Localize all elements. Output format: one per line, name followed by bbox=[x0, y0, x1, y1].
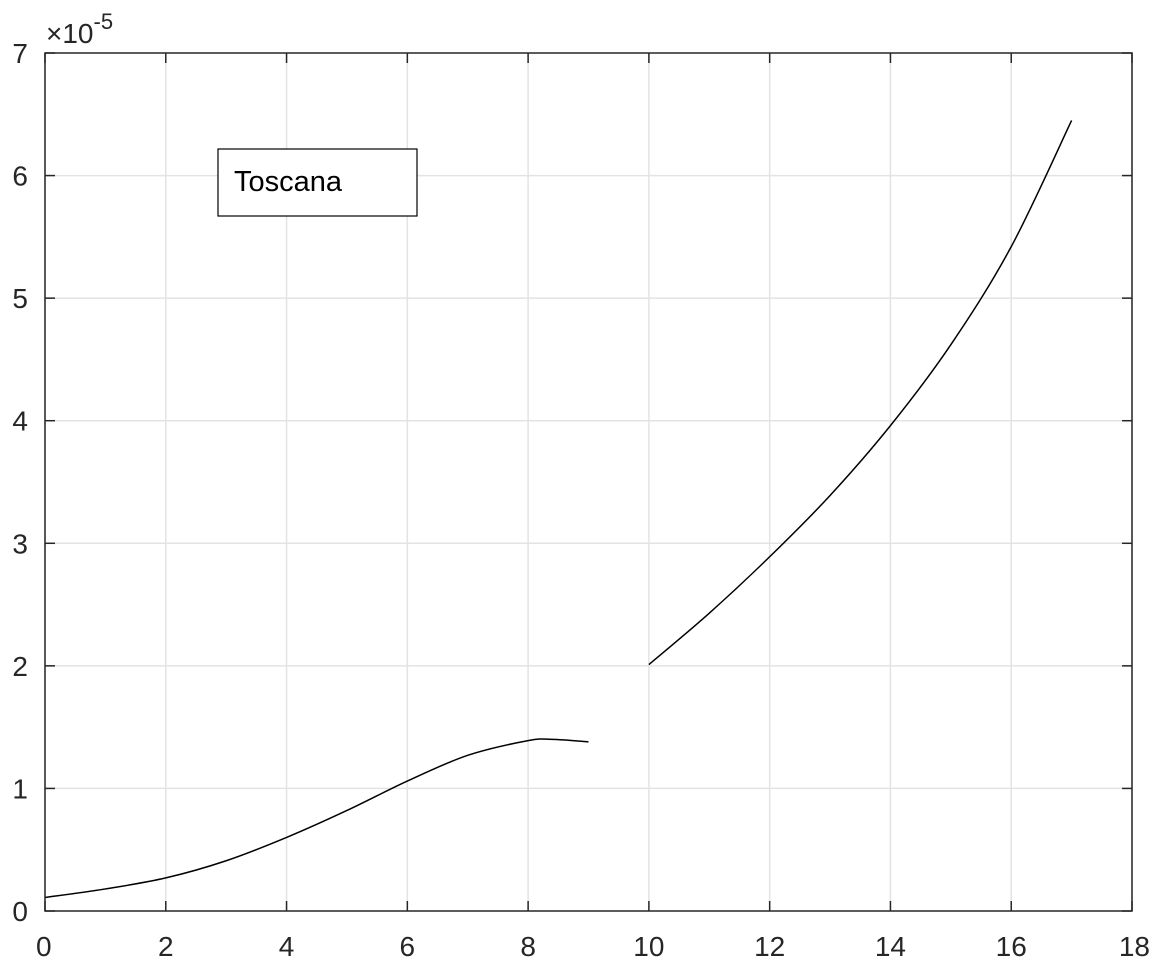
x-tick-labels: 0 2 4 6 8 10 12 14 16 18 bbox=[36, 931, 1150, 962]
y-exponent-power: -5 bbox=[94, 9, 114, 34]
x-tick-label: 18 bbox=[1119, 931, 1150, 962]
series-line-2 bbox=[648, 120, 1073, 666]
axes-box bbox=[44, 52, 1133, 912]
series-lines bbox=[44, 120, 1073, 899]
y-tick-label: 6 bbox=[12, 161, 28, 192]
grid-lines bbox=[44, 53, 1133, 911]
x-tick-label: 0 bbox=[36, 931, 52, 962]
annotation-border bbox=[217, 148, 418, 217]
axis-ticks bbox=[44, 52, 1133, 912]
y-tick-label: 7 bbox=[12, 38, 28, 69]
y-tick-label: 2 bbox=[12, 651, 28, 682]
x-tick-label: 16 bbox=[996, 931, 1027, 962]
y-tick-label: 5 bbox=[12, 283, 28, 314]
x-tick-label: 4 bbox=[279, 931, 295, 962]
x-tick-label: 12 bbox=[754, 931, 785, 962]
y-tick-labels: 0 1 2 3 4 5 6 7 bbox=[12, 38, 28, 927]
y-exponent-multiplier: ×10 bbox=[46, 18, 94, 49]
x-tick-label: 6 bbox=[400, 931, 416, 962]
y-tick-label: 4 bbox=[12, 406, 28, 437]
annotation-box: Toscana bbox=[217, 148, 418, 217]
x-tick-label: 14 bbox=[875, 931, 906, 962]
y-tick-label: 1 bbox=[12, 773, 28, 804]
x-tick-label: 8 bbox=[520, 931, 536, 962]
series-line-1 bbox=[44, 738, 589, 899]
y-tick-label: 3 bbox=[12, 528, 28, 559]
x-tick-label: 10 bbox=[633, 931, 664, 962]
y-exponent-label: ×10-5 bbox=[46, 9, 113, 49]
annotation-text: Toscana bbox=[234, 166, 343, 198]
y-tick-label: 0 bbox=[12, 896, 28, 927]
x-tick-label: 2 bbox=[158, 931, 174, 962]
